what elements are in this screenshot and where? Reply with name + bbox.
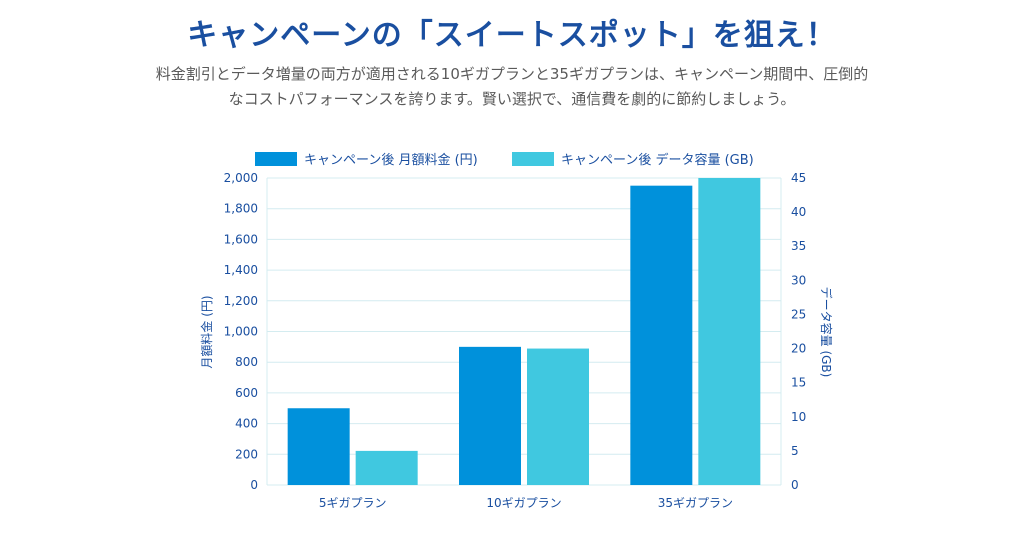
- y2-tick-label: 15: [791, 376, 806, 390]
- chart-grid: [266, 177, 782, 486]
- y-tick-label: 200: [235, 447, 258, 461]
- page-subtitle: 料金割引とデータ増量の両方が適用される10ギガプランと35ギガプランは、キャンペ…: [112, 62, 912, 112]
- legend-swatch-data[interactable]: [512, 152, 554, 166]
- x-tick-label: 10ギガプラン: [486, 496, 561, 510]
- bar-data[interactable]: [527, 348, 589, 485]
- y2-tick-label: 0: [791, 478, 799, 492]
- legend-swatch-fee[interactable]: [255, 152, 297, 166]
- x-tick-label: 35ギガプラン: [658, 496, 733, 510]
- y-tick-label: 1,000: [224, 325, 258, 339]
- y-tick-label: 1,600: [224, 232, 258, 246]
- page-title: キャンペーンの「スイートスポット」を狙え！: [187, 18, 837, 53]
- y2-tick-label: 10: [791, 410, 806, 424]
- legend-label-fee[interactable]: キャンペーン後 月額料金 (円): [304, 152, 478, 168]
- y2-tick-label: 30: [791, 273, 806, 287]
- y2-tick-label: 40: [791, 205, 806, 219]
- y-axis-right: 0 5 10 15 20 25 30 35 40 45: [791, 171, 806, 492]
- y-axis-left-title: 月額料金 (円): [199, 295, 214, 368]
- legend-label-data[interactable]: キャンペーン後 データ容量 (GB): [561, 152, 754, 168]
- bar-fee[interactable]: [630, 185, 693, 486]
- bar-data[interactable]: [698, 178, 761, 485]
- x-tick-label: 5ギガプラン: [319, 496, 387, 510]
- y-tick-label: 1,400: [224, 263, 258, 277]
- bar-fee[interactable]: [459, 346, 521, 485]
- bar-fee[interactable]: [287, 408, 350, 485]
- chart-legend: キャンペーン後 月額料金 (円) キャンペーン後 データ容量 (GB): [255, 152, 754, 168]
- y2-tick-label: 35: [791, 239, 806, 253]
- y-tick-label: 1,800: [224, 202, 258, 216]
- y-axis-right-title: データ容量 (GB): [819, 287, 834, 378]
- y-tick-label: 400: [235, 417, 258, 431]
- y-tick-label: 0: [250, 478, 258, 492]
- y2-tick-label: 20: [791, 342, 806, 356]
- y-axis-left: 0 200 400 600 800 1,000 1,200 1,400 1,600 1,800 2,…: [224, 171, 258, 492]
- y2-tick-label: 25: [791, 307, 806, 321]
- y2-tick-label: 45: [791, 171, 806, 185]
- chart-bars: [287, 178, 761, 486]
- y-tick-label: 1,200: [224, 294, 258, 308]
- subtitle-line-1: 料金割引とデータ増量の両方が適用される10ギガプランと35ギガプランは、キャンペ…: [155, 65, 869, 83]
- y-tick-label: 2,000: [224, 171, 258, 185]
- bar-data[interactable]: [355, 450, 418, 485]
- subtitle-line-2: なコストパフォーマンスを誇ります。賢い選択で、通信費を劇的に節約しましょう。: [228, 90, 796, 108]
- y-tick-label: 600: [235, 386, 258, 400]
- y-tick-label: 800: [235, 355, 258, 369]
- y2-tick-label: 5: [791, 444, 799, 458]
- x-axis: 5ギガプラン 10ギガプラン 35ギガプラン: [319, 496, 733, 510]
